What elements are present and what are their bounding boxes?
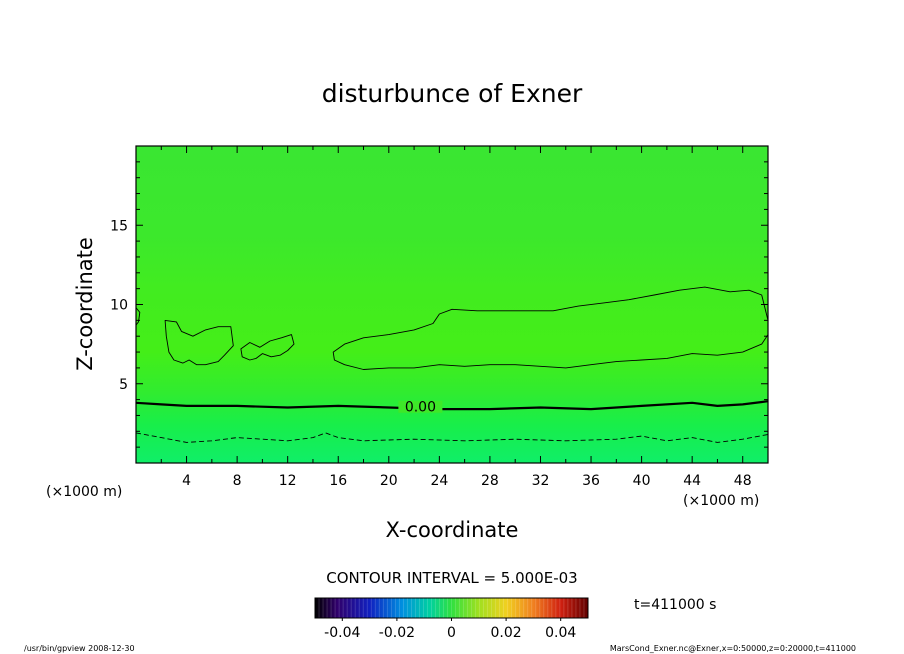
contour-positive — [332, 286, 768, 370]
x-tick-label: 44 — [683, 473, 701, 489]
footer-left: /usr/bin/gpview 2008-12-30 — [24, 644, 135, 653]
x-tick-label: 32 — [532, 473, 550, 489]
colorbar-tick-label: 0 — [447, 625, 456, 641]
colorbar-tick-label: 0.02 — [491, 625, 522, 641]
contour-positive — [164, 319, 234, 366]
colorbar-tick-label: 0.04 — [545, 625, 576, 641]
contour-zero — [136, 400, 768, 411]
x-tick-label: 8 — [233, 473, 242, 489]
colorbar-stripes — [314, 598, 589, 618]
x-tick-label: 36 — [582, 473, 600, 489]
chart-title: disturbunce of Exner — [322, 79, 583, 108]
x-tick-label: 20 — [380, 473, 398, 489]
colorbar: -0.04 -0.02 0 0.02 0.04 — [314, 597, 589, 641]
y-axis-label: Z-coordinate — [73, 237, 97, 371]
x-axis: 4 8 12 16 20 24 28 32 36 40 44 48 — [135, 146, 769, 489]
y-axis: 5 10 15 — [110, 145, 768, 464]
x-tick-label: 12 — [279, 473, 297, 489]
x-axis-label: X-coordinate — [386, 518, 519, 542]
colorbar-gradient — [315, 598, 588, 618]
x-tick-label: 28 — [481, 473, 499, 489]
field-shading — [136, 146, 768, 463]
footer-right: MarsCond_Exner.nc@Exner,x=0:50000,z=0:20… — [610, 644, 856, 653]
y-tick-label: 10 — [110, 298, 128, 314]
x-tick-label: 40 — [633, 473, 651, 489]
contour-label: 0.00 — [405, 400, 436, 416]
contour-positive — [240, 334, 295, 361]
plot-area: 0.00 — [135, 145, 769, 464]
contour-interval-label: CONTOUR INTERVAL = 5.000E-03 — [326, 569, 577, 587]
colorbar-tick-label: -0.02 — [379, 625, 415, 641]
x-tick-label: 24 — [430, 473, 448, 489]
contour-positive — [136, 307, 141, 326]
contour-label-gap — [398, 400, 443, 413]
time-label: t=411000 s — [634, 597, 716, 613]
colorbar-tick-label: -0.04 — [324, 625, 360, 641]
contour-negative — [136, 432, 768, 443]
x-unit-label: (×1000 m) — [683, 493, 759, 509]
x-tick-label: 4 — [182, 473, 191, 489]
contour-layer — [136, 286, 768, 443]
x-tick-label: 16 — [329, 473, 347, 489]
y-tick-label: 15 — [110, 218, 128, 234]
y-unit-label: (×1000 m) — [46, 484, 122, 500]
colorbar-ticks: -0.04 -0.02 0 0.02 0.04 — [324, 618, 576, 641]
x-tick-label: 48 — [734, 473, 752, 489]
y-tick-label: 5 — [119, 377, 128, 393]
